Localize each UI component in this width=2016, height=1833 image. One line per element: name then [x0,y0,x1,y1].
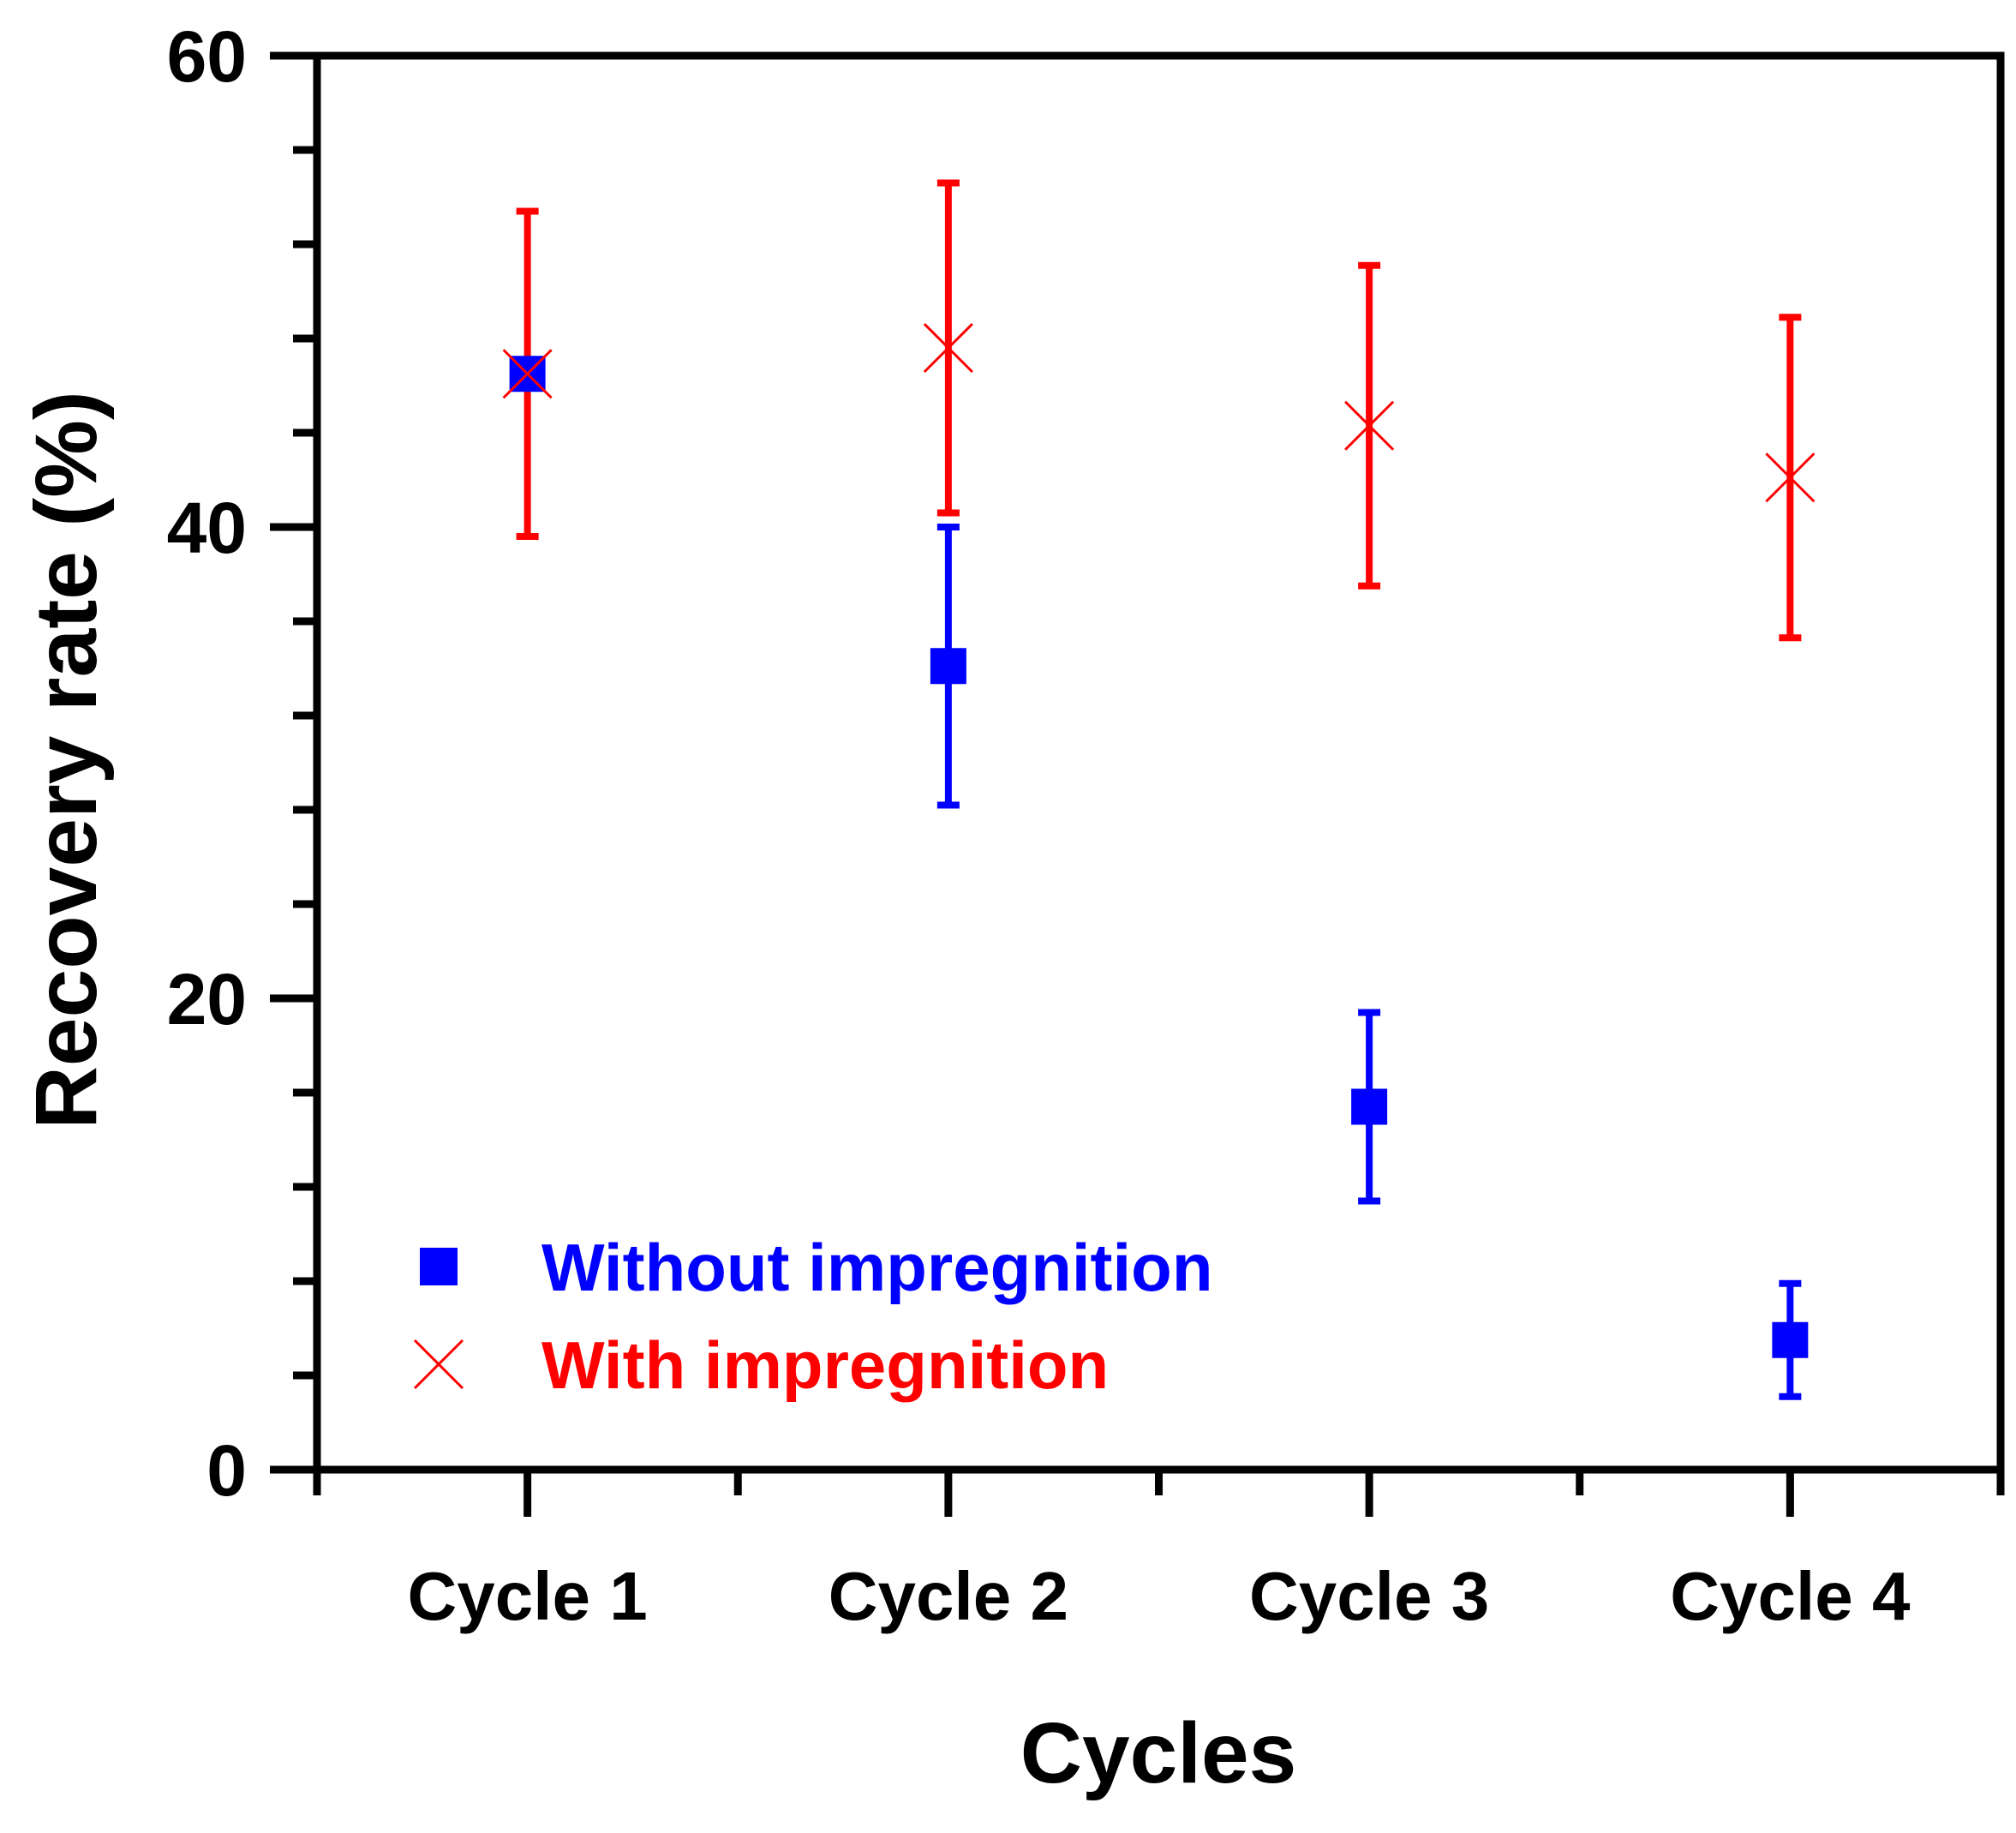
square-marker [1772,1321,1809,1358]
x-marker-stroke [923,322,973,374]
x-marker [1344,400,1395,451]
x-axis-label: Cycles [1020,1705,1296,1801]
x-marker-stroke [502,349,553,399]
legend-item: With impregnition [413,1327,1109,1403]
square-marker [1351,1088,1388,1125]
x-marker [413,1339,464,1390]
legend-item: Without impregnition [420,1230,1212,1305]
x-tick-label: Cycle 3 [1249,1558,1489,1634]
y-tick-label: 0 [206,1430,247,1511]
legend-label: With impregnition [541,1327,1109,1403]
data-marks [502,179,1816,1400]
x-tick-label: Cycle 2 [829,1558,1068,1634]
x-marker-stroke [413,1339,464,1390]
x-tick-label: Cycle 1 [408,1558,648,1634]
square-marker [930,648,966,685]
y-axis-label: Recovery rate (%) [17,391,115,1129]
x-marker [923,322,973,374]
square-marker [420,1248,458,1285]
x-tick-label: Cycle 4 [1670,1558,1911,1634]
y-tick-label: 60 [167,16,247,97]
legend: Without impregnition With impregnition [413,1230,1212,1403]
legend-label: Without impregnition [541,1230,1212,1305]
x-marker [1765,452,1816,503]
x-marker-stroke [1765,452,1816,503]
y-tick-label: 20 [167,959,247,1039]
x-marker-stroke [1344,400,1395,451]
y-tick-label: 40 [167,488,247,568]
x-marker [502,349,553,399]
axes: 0 20 40 60 Cycle 1 Cycle 2 Cycle 3 Cycle 4 [167,16,2005,1634]
